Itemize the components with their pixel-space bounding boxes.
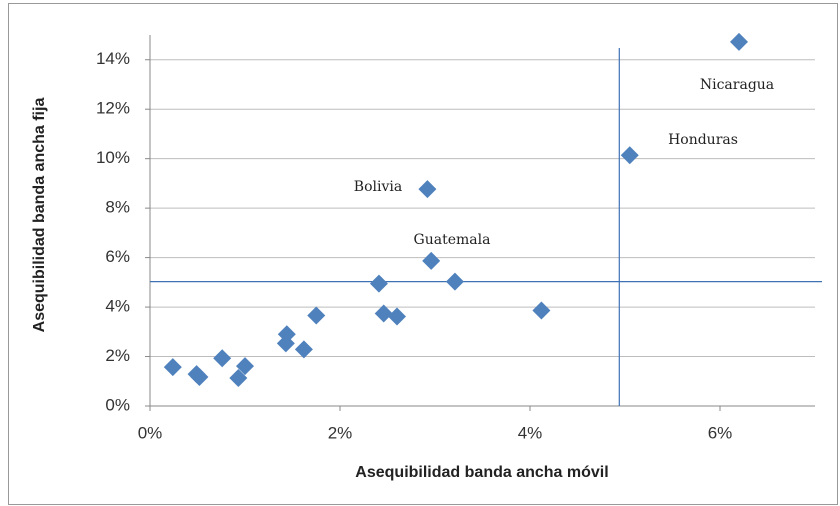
x-axis-title: Asequibilidad banda ancha móvil [355,464,608,481]
data-point [620,146,639,165]
data-point [388,307,406,326]
data-point [369,274,388,293]
annotation: Bolivia [354,179,402,195]
x-tick-label: 6% [708,423,733,442]
y-tick-label: 8% [105,198,130,217]
data-point [374,304,393,323]
y-tick-label: 12% [96,99,130,118]
data-point [163,358,182,377]
y-tick-label: 6% [105,247,130,266]
data-point [229,369,248,388]
y-tick-label: 0% [105,395,130,414]
data-point [307,306,326,325]
data-point [190,368,209,387]
data-point [532,301,551,320]
y-axis-title: Asequibilidad banda ancha fija [31,98,48,333]
annotation: Nicaragua [700,77,774,93]
data-point [418,180,437,199]
annotation: Guatemala [414,232,491,248]
chart-border [8,3,838,505]
data-point [236,357,254,376]
data-point [730,32,748,51]
x-tick-label: 2% [328,423,353,442]
data-point [422,251,441,270]
y-tick-label: 2% [105,346,130,365]
x-tick-label: 4% [518,423,543,442]
annotation: Honduras [668,132,738,148]
data-point [213,349,232,368]
y-tick-label: 10% [96,148,130,167]
x-tick-label: 0% [138,423,163,442]
data-point [276,334,295,353]
data-point [294,340,313,359]
data-point [445,272,464,291]
y-tick-label: 4% [105,297,130,316]
y-tick-label: 14% [96,49,130,68]
